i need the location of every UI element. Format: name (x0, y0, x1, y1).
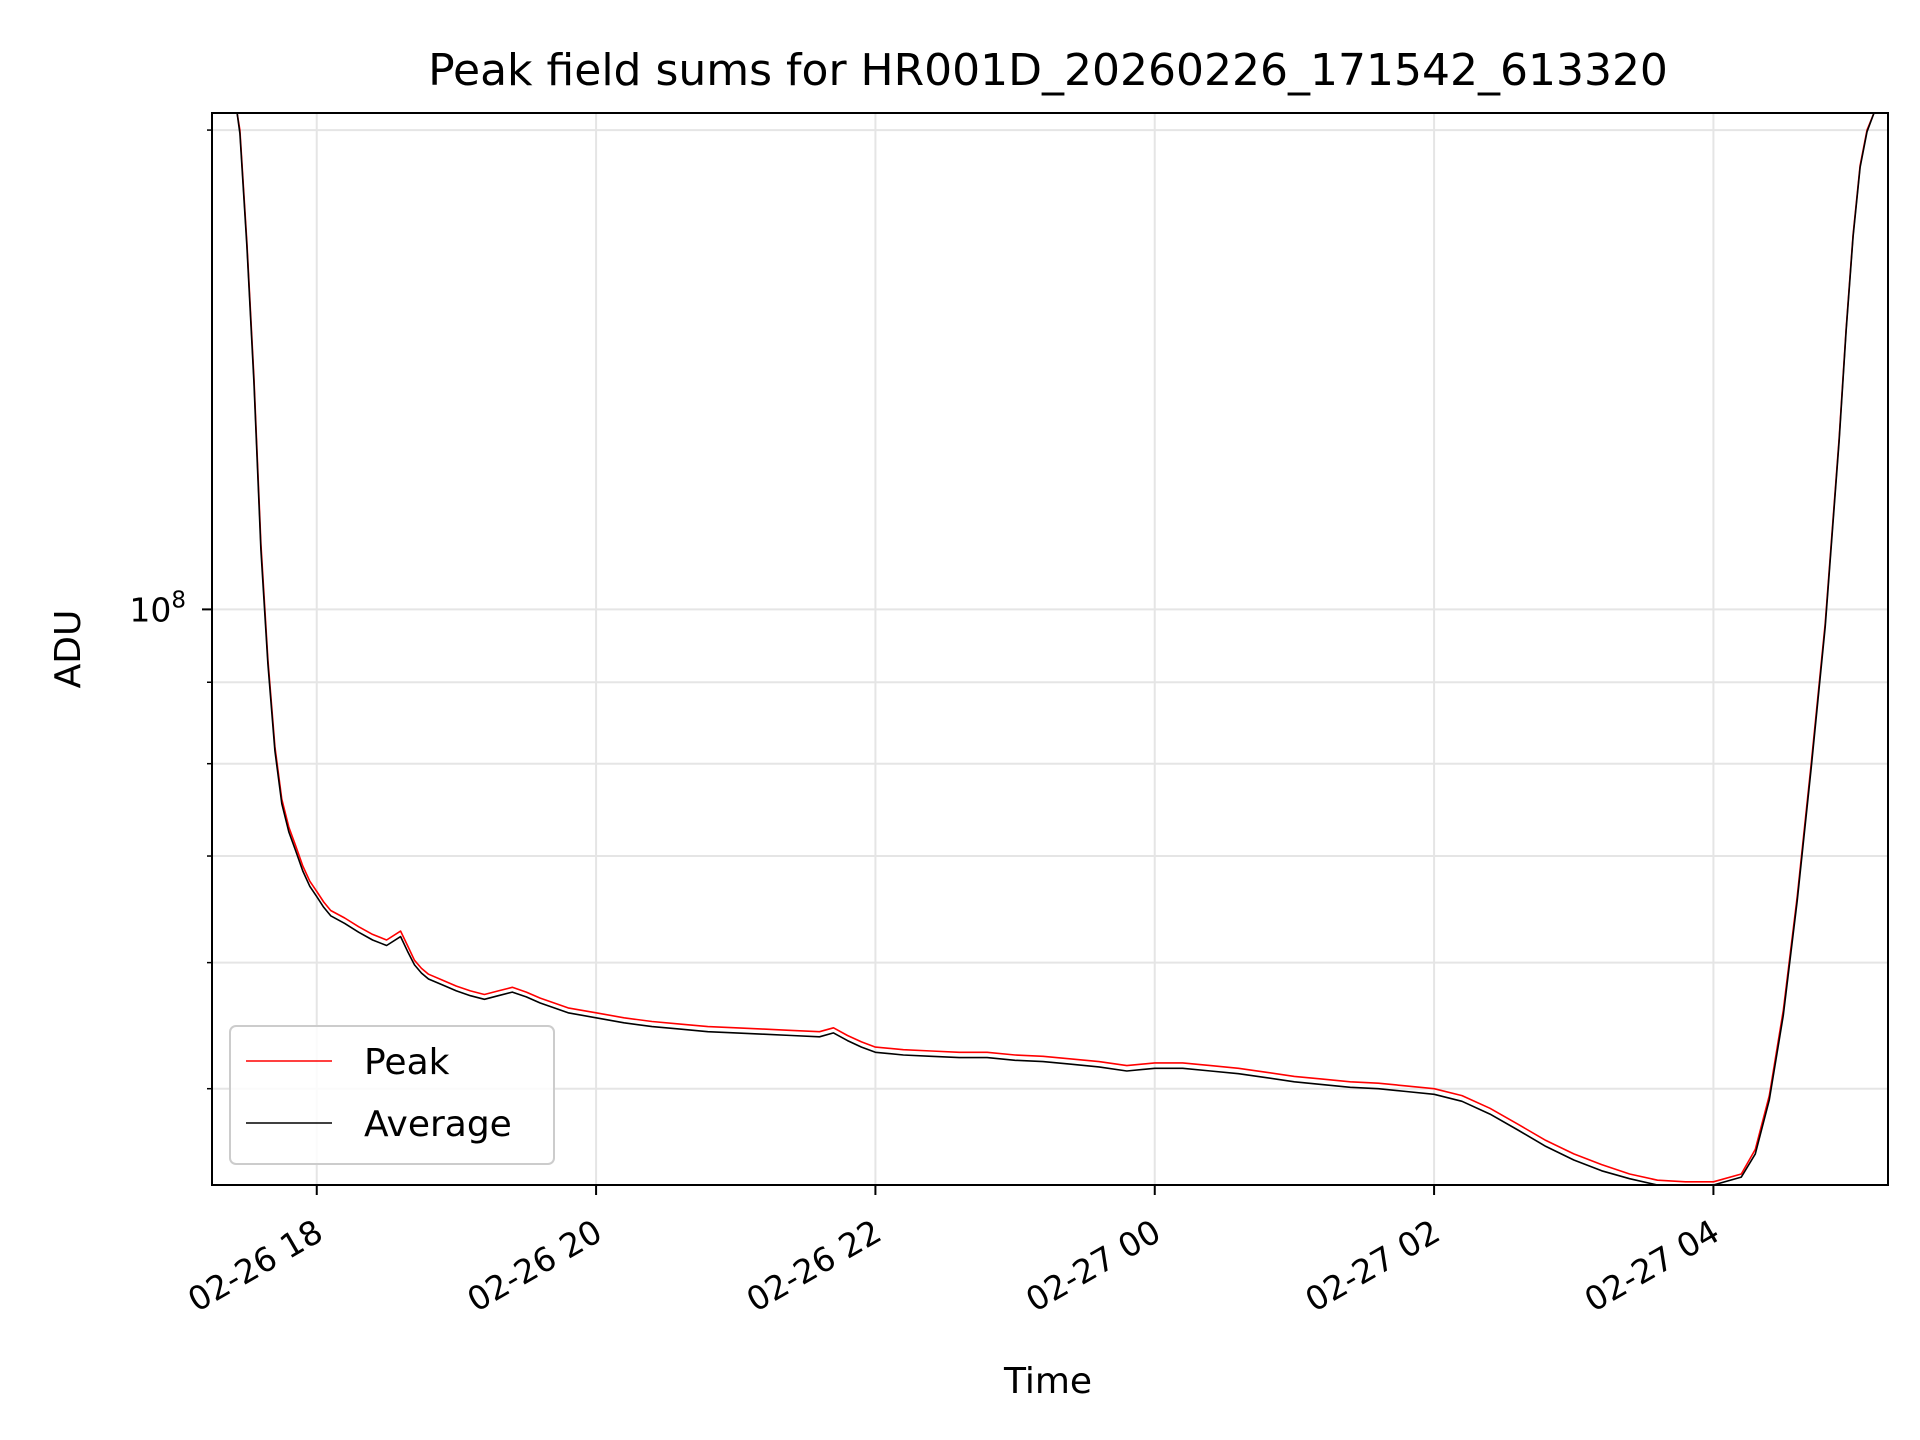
grid-lines (212, 113, 1888, 1185)
legend: Peak Average (229, 1025, 555, 1165)
legend-label-average: Average (364, 1104, 512, 1145)
legend-label-peak: Peak (364, 1042, 450, 1083)
series-layer (236, 113, 1881, 1185)
plot-frame (211, 112, 1889, 1186)
series-line-peak (236, 113, 1881, 1183)
y-axis-ticks: 108 (129, 129, 212, 1090)
chart-title: Peak field sums for HR001D_20260226_1715… (428, 45, 1668, 96)
x-axis-label: Time (1003, 1361, 1092, 1402)
y-axis-label: ADU (48, 610, 89, 689)
series-line-average (236, 113, 1881, 1185)
y-tick-label: 108 (129, 587, 186, 629)
